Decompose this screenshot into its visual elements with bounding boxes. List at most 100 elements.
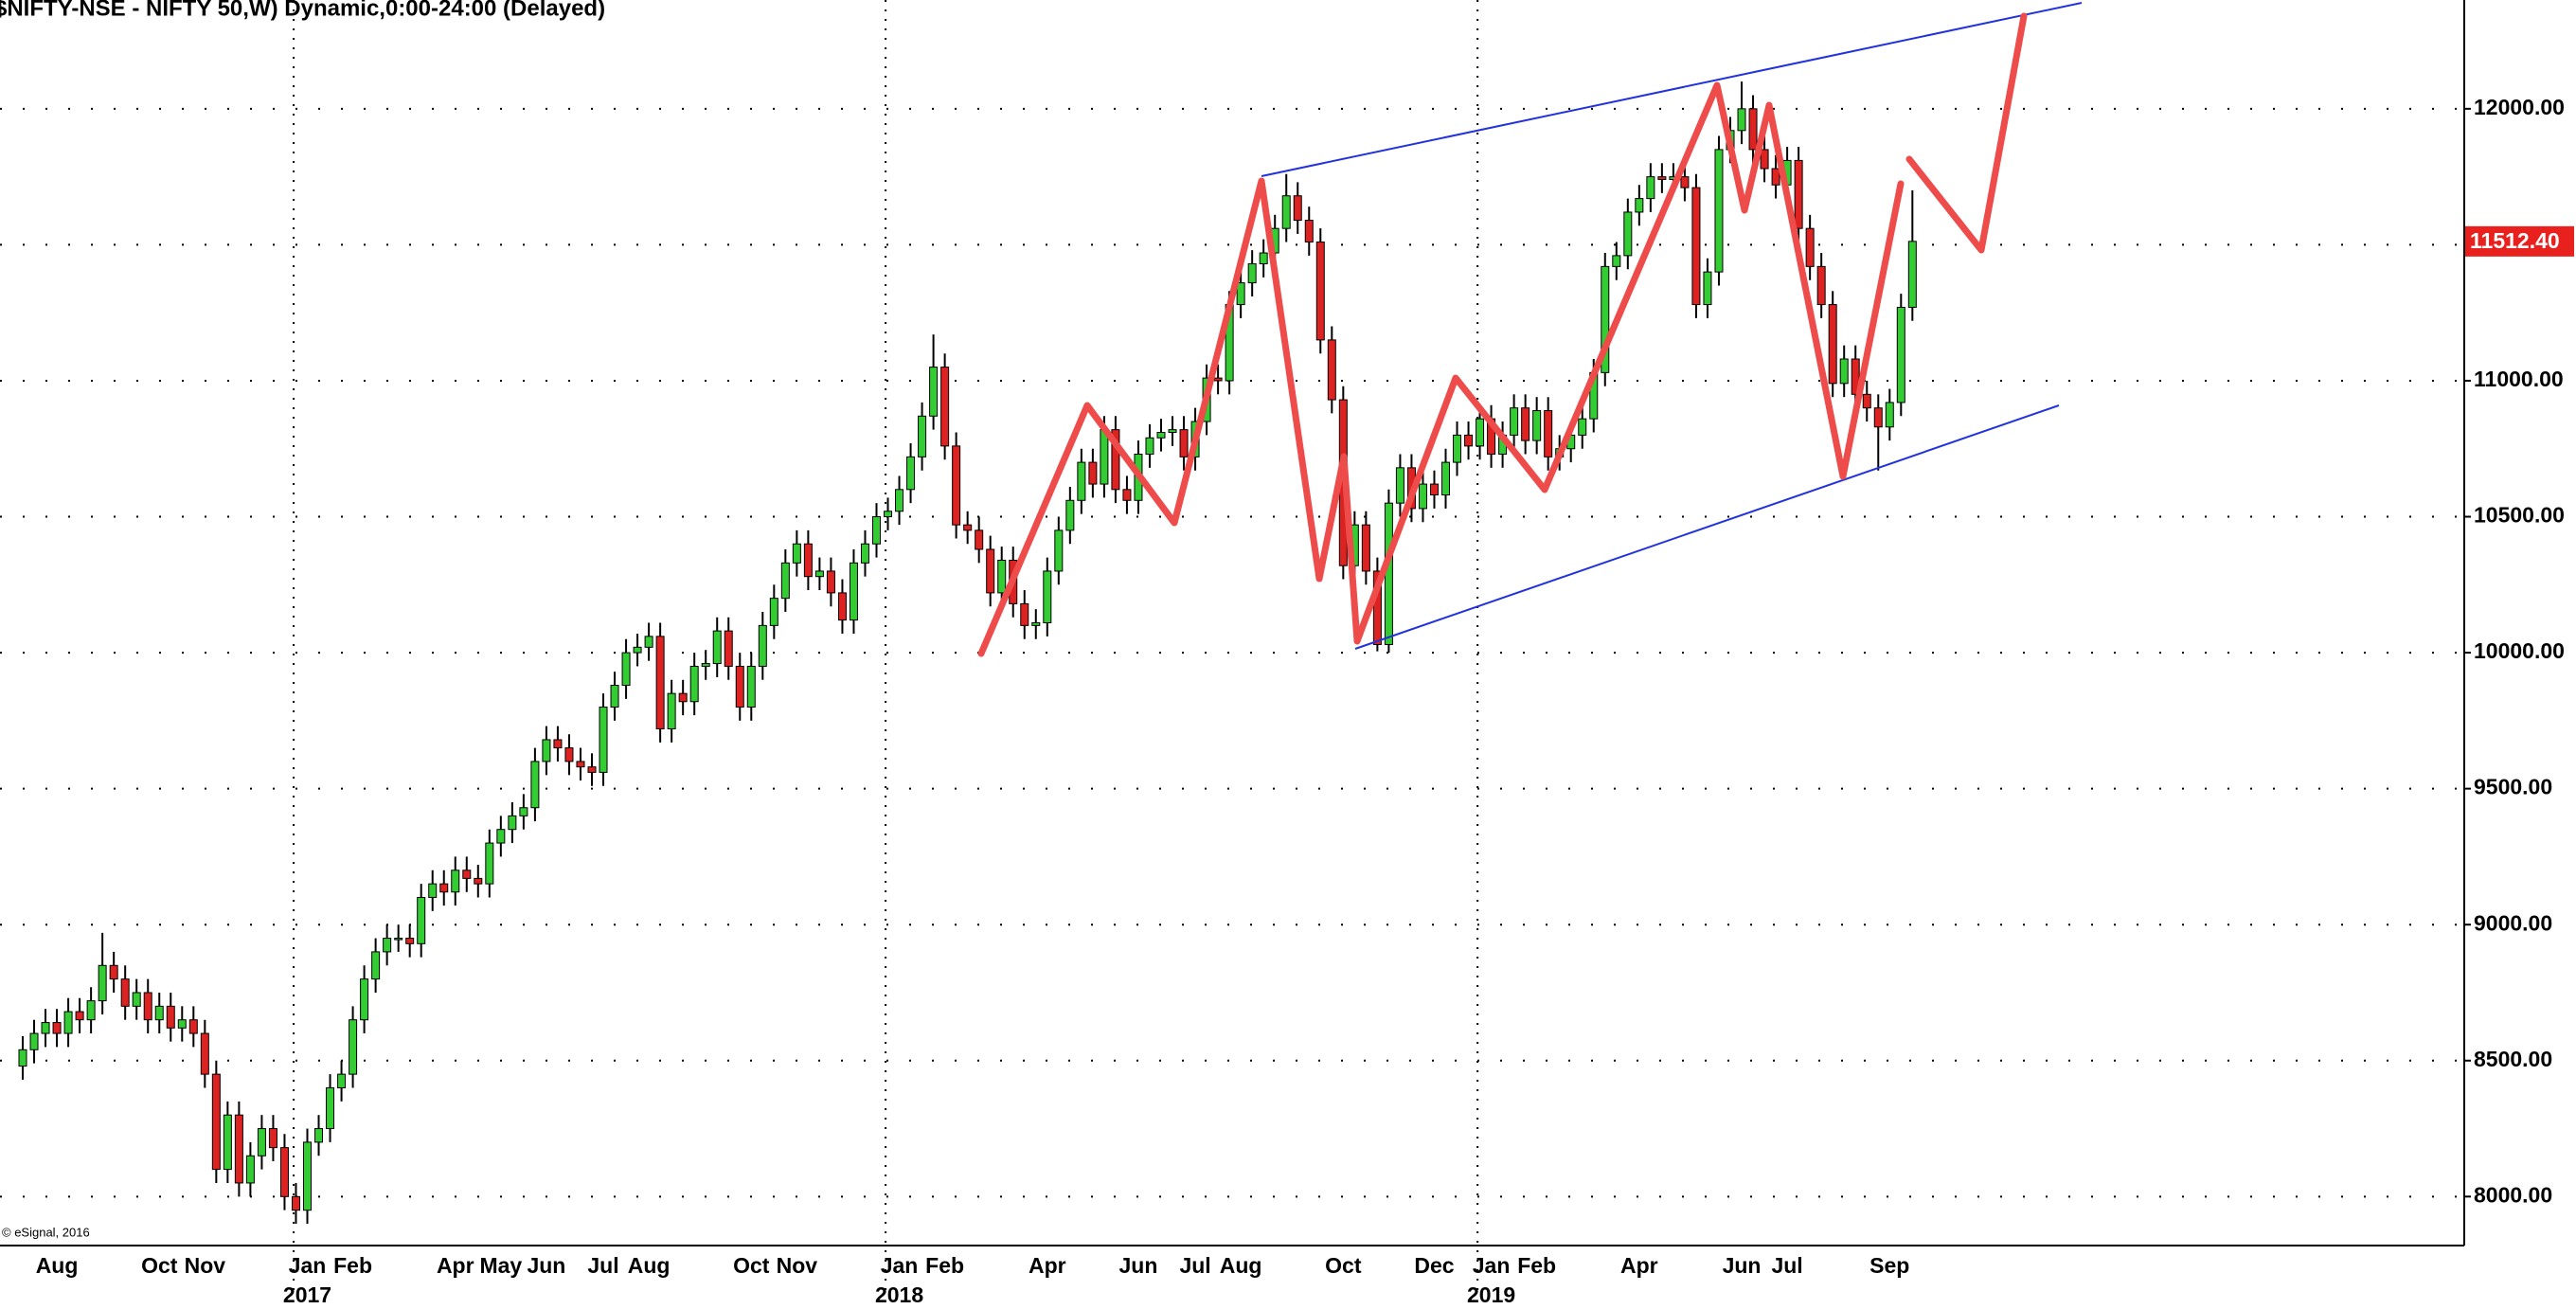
candle-body [1179,429,1189,457]
x-tick-label: Jun [527,1253,565,1278]
candle-body [1065,499,1075,531]
x-tick-label: Jan [289,1253,327,1278]
candle-body [997,559,1007,594]
candle-body [18,1049,27,1067]
candle-body [1748,108,1758,151]
candle-body [553,739,563,749]
last-price-label: 11512.40 [2470,228,2560,253]
candle-body [1441,461,1450,496]
y-tick-label: 11000.00 [2474,367,2564,391]
candle-body [200,1032,209,1075]
candle-body [1054,529,1064,572]
candle-body [245,1155,255,1184]
candle-body [1828,304,1837,385]
candle-body [405,938,415,944]
candle-body [1760,149,1769,170]
candle-body [1122,489,1132,501]
x-tick-label: Nov [777,1253,818,1278]
candle-body [621,652,631,687]
x-tick-label: Jul [1771,1253,1802,1278]
candle-body [1304,220,1314,243]
candles [18,81,1917,1225]
wave-path [977,81,1905,657]
candle-body [735,665,744,708]
x-tick-label: Feb [333,1253,372,1278]
candle-body [610,685,619,708]
candle-body [1907,241,1917,308]
candle-body [542,739,551,762]
x-tick-label: Oct [141,1253,178,1278]
candle-body [223,1114,232,1171]
x-tick-label: Aug [36,1253,79,1278]
copyright: © eSignal, 2016 [2,1225,90,1239]
candle-body [234,1114,243,1184]
candle-body [1851,358,1860,395]
candle-body [417,896,426,944]
x-tick-label: Apr [437,1253,474,1278]
candle-body [268,1128,277,1149]
x-tick-label: Jan [881,1253,919,1278]
candle-body [940,367,950,447]
candle-body [1077,461,1086,501]
candle-body [952,445,961,526]
candle-body [439,883,449,893]
candle-body [154,1005,164,1021]
candle-body [780,562,790,600]
candle-body [428,883,438,898]
candle-body [1816,265,1826,306]
y-tick-label: 12000.00 [2474,95,2565,119]
candle-body [326,1086,335,1130]
candle-body [1327,339,1336,401]
x-tick-label: Jan [1473,1253,1511,1278]
x-tick-label: Feb [1517,1253,1556,1278]
candle-body [814,570,824,578]
candle-body [975,529,984,550]
candle-body [918,415,927,457]
candle-body [1680,176,1690,188]
candle-body [63,1011,73,1034]
candle-body [109,964,118,980]
candle-body [314,1128,324,1143]
x-tick-label: Aug [1220,1253,1262,1278]
candle-body [803,543,813,578]
candle-body [689,665,699,703]
candle-body [837,592,847,621]
x-tick-label: Oct [1325,1253,1362,1278]
candle-body [792,543,801,564]
axis-labels: 8000.00 8500.00 9000.00 9500.00 10000.00 1050… [36,95,2574,1307]
candle-body [485,842,494,885]
candle-body [826,570,835,594]
candle-body [1476,418,1485,447]
candle-body [1578,418,1587,436]
candle-body [1862,393,1871,409]
candle-body [1293,195,1302,222]
candle-body [1635,198,1644,213]
candle-body [746,665,756,708]
y-tick-label: 9000.00 [2474,910,2552,935]
candle-body [1839,358,1849,385]
candle-body [655,636,665,729]
candle-body [1429,483,1439,496]
candle-body [884,511,893,518]
candle-body [508,815,517,831]
x-tick-label: Sep [1869,1253,1909,1278]
candle-body [1168,429,1177,434]
x-tick-label: Jun [1119,1253,1158,1278]
candle-body [86,1000,96,1021]
candle-body [1896,306,1905,403]
candle-body [1100,429,1109,485]
candle-body [1372,570,1382,645]
candle-body [1601,265,1610,373]
candle-body [75,1011,84,1021]
candle-body [1236,282,1245,306]
x-tick-label: Oct [733,1253,770,1278]
candle-body [451,870,460,893]
candle-body [1737,108,1746,132]
candle-body [371,951,381,980]
candle-body [143,992,152,1021]
candle-body [383,938,392,953]
candle-body [667,692,676,729]
candle-body [120,978,130,1007]
candle-body [1714,149,1724,273]
